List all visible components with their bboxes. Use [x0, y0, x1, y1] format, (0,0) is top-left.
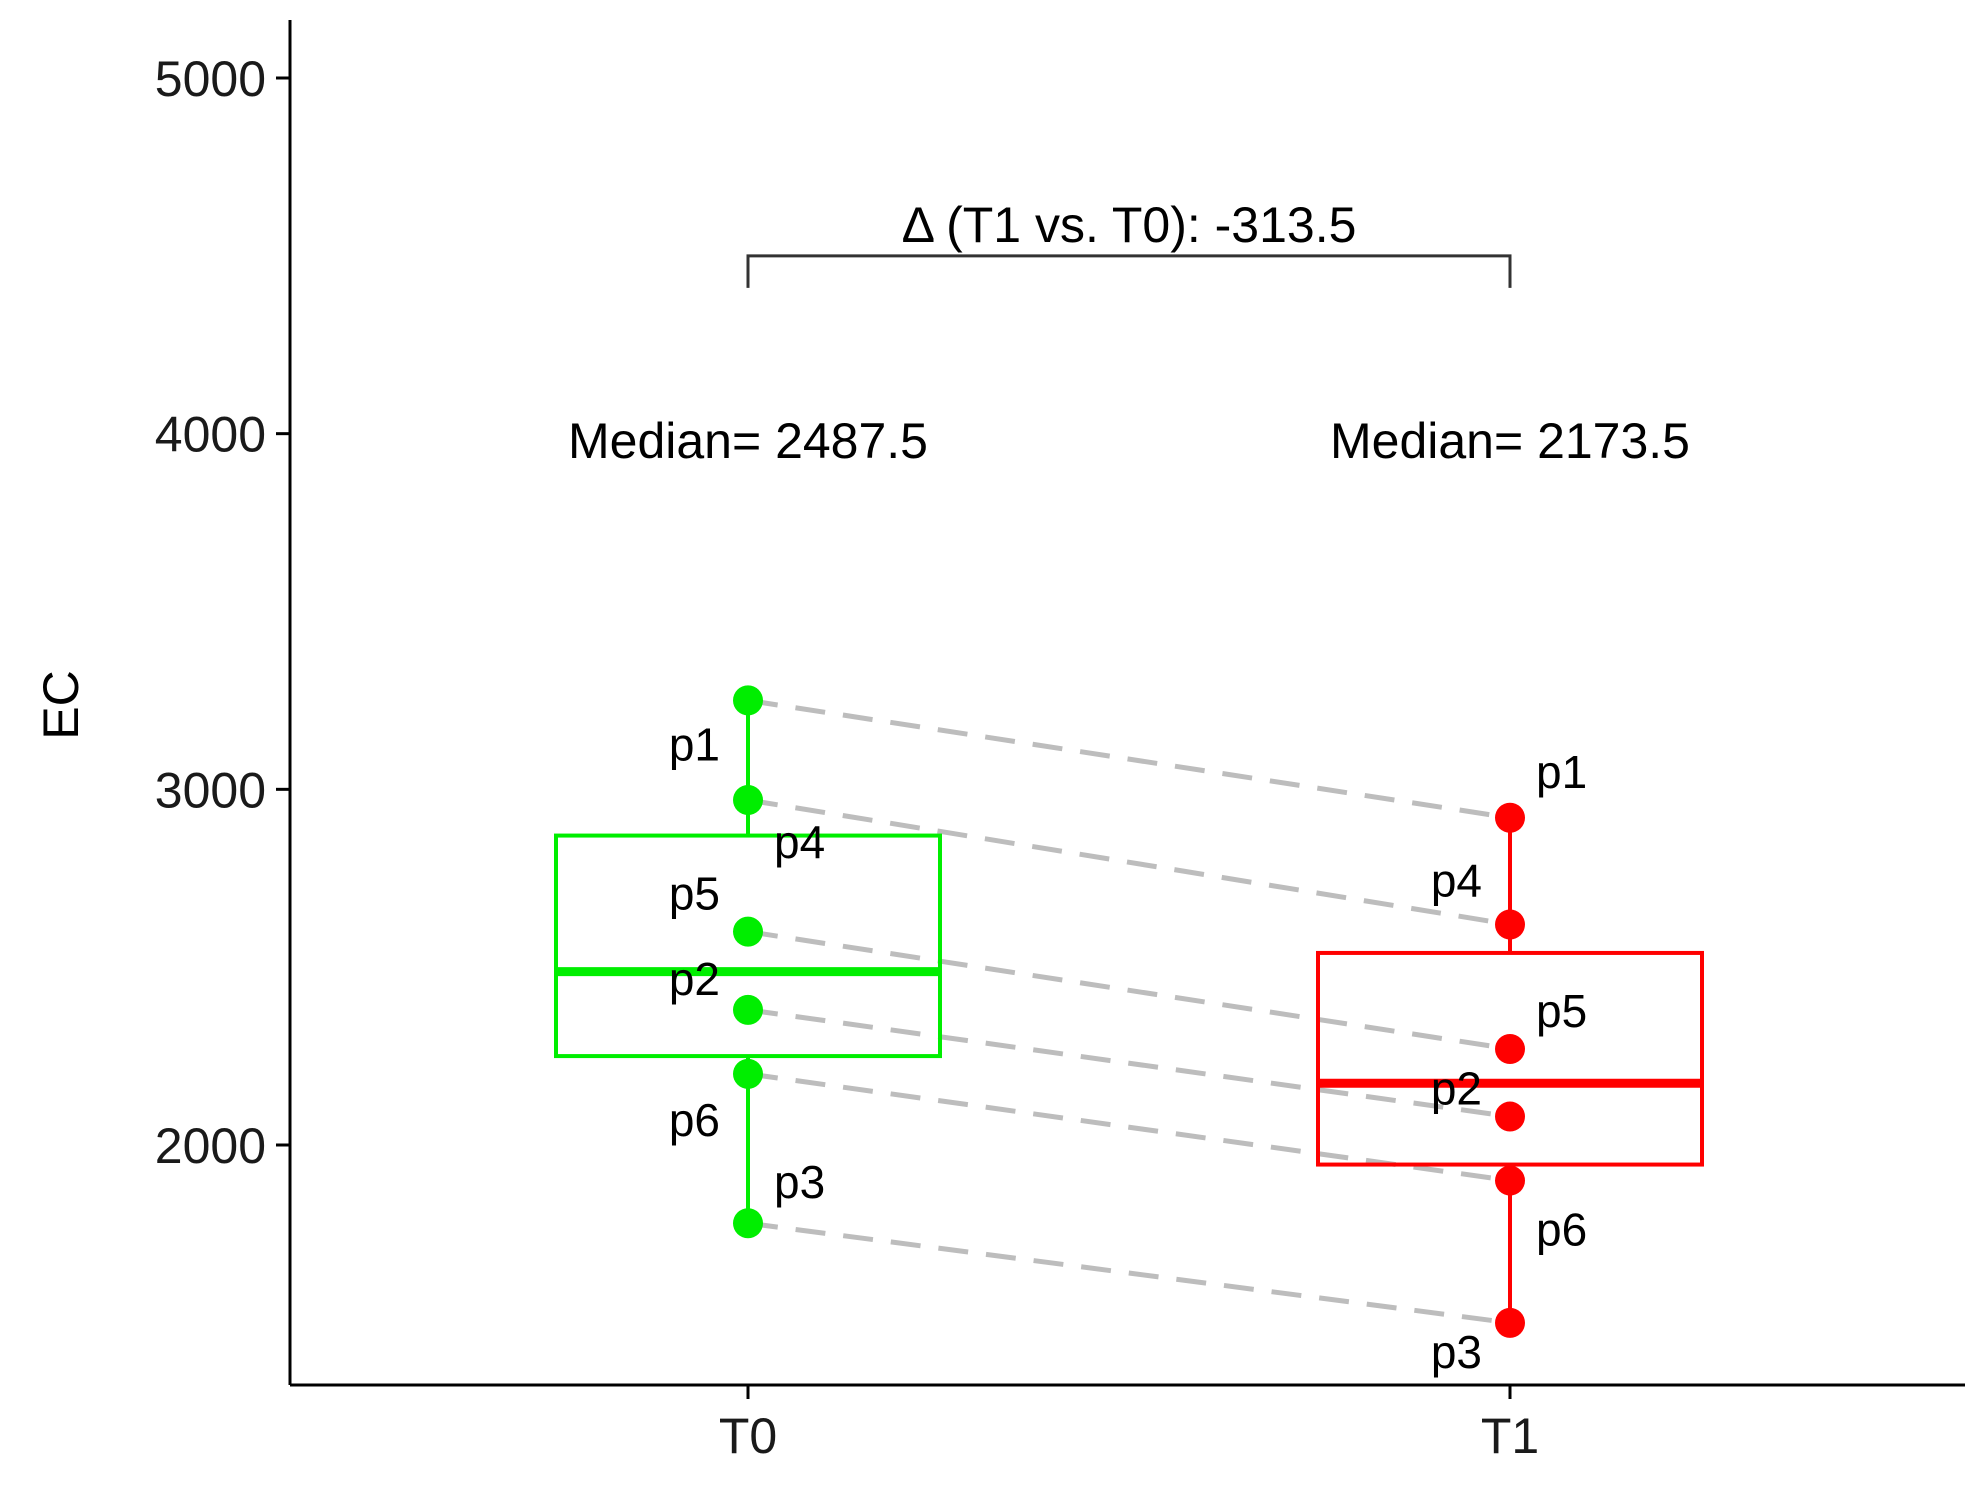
y-tick-label: 2000 [155, 1118, 266, 1174]
point-t0-p1 [733, 685, 763, 716]
paired-line-p3 [747, 1220, 1511, 1326]
point-label-t1-p2: p2 [1431, 1063, 1482, 1115]
comparison-label: Δ (T1 vs. T0): -313.5 [902, 197, 1357, 253]
point-t1-p3 [1495, 1307, 1525, 1338]
point-t0-p3 [733, 1208, 763, 1239]
x-tick-label: T0 [719, 1408, 777, 1464]
y-axis-title: EC [33, 670, 89, 739]
paired-line-p5 [747, 929, 1511, 1052]
y-tick-label: 3000 [155, 762, 266, 818]
paired-line-p1 [747, 697, 1511, 821]
point-label-t0-p6: p6 [669, 1094, 720, 1146]
point-label-t0-p3: p3 [774, 1156, 825, 1208]
annotations: Δ (T1 vs. T0): -313.5 Median= 2487.5 Med… [568, 197, 1690, 469]
point-label-t0-p2: p2 [669, 953, 720, 1005]
y-tick-label: 4000 [155, 407, 266, 463]
data-points [733, 685, 1525, 1338]
point-t0-p2 [733, 994, 763, 1025]
median-label-t0: Median= 2487.5 [568, 413, 928, 469]
point-label-t0-p1: p1 [669, 718, 720, 770]
axes: 2000 3000 4000 5000 T0 T1 EC [33, 20, 1965, 1464]
point-label-t0-p5: p5 [669, 868, 720, 920]
box-plots [554, 700, 1704, 1323]
median-label-t1: Median= 2173.5 [1330, 413, 1690, 469]
point-label-t1-p5: p5 [1536, 985, 1587, 1037]
point-t1-p2 [1495, 1101, 1525, 1132]
x-axis-ticks: T0 T1 [719, 1385, 1539, 1464]
point-t1-p4 [1495, 909, 1525, 940]
point-label-t0-p4: p4 [774, 816, 825, 868]
y-axis-ticks: 2000 3000 4000 5000 [155, 51, 290, 1174]
point-t0-p6 [733, 1058, 763, 1089]
box-t0 [554, 833, 942, 1059]
point-label-t1-p6: p6 [1536, 1204, 1587, 1256]
paired-line-p4 [747, 797, 1511, 927]
comparison-bracket [746, 254, 1512, 288]
point-t1-p6 [1495, 1165, 1525, 1196]
paired-line-p2 [747, 1007, 1511, 1120]
point-labels: p1 p4 p5 p2 p6 p3 p1 p4 p5 p2 p6 p3 [669, 718, 1587, 1377]
y-tick-label: 5000 [155, 51, 266, 107]
point-t0-p5 [733, 916, 763, 947]
point-t1-p5 [1495, 1033, 1525, 1064]
x-tick-label: T1 [1481, 1408, 1539, 1464]
box-t1 [1316, 950, 1704, 1167]
point-t1-p1 [1495, 802, 1525, 833]
point-label-t1-p3: p3 [1431, 1326, 1482, 1378]
point-t0-p4 [733, 785, 763, 816]
point-label-t1-p4: p4 [1431, 854, 1482, 906]
point-label-t1-p1: p1 [1536, 746, 1587, 798]
